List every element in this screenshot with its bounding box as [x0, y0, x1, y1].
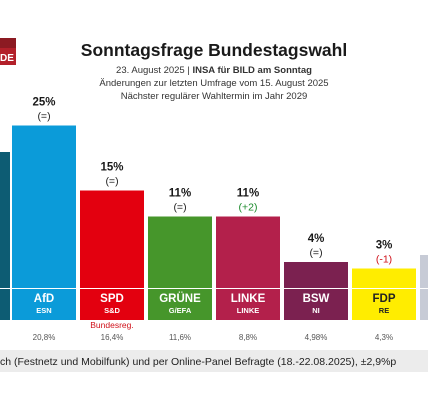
change-label-1: (=) [37, 111, 50, 123]
note-label-2: Bundesreg. [90, 320, 133, 330]
eu-group-4: LINKE [237, 306, 260, 315]
party-name-grüne: GRÜNE [159, 292, 201, 305]
methodology-note: ch (Festnetz und Mobilfunk) und per Onli… [0, 356, 397, 368]
eu-group-2: S&D [104, 306, 120, 315]
value-label-5: 4% [308, 233, 325, 245]
logo-accent [0, 38, 16, 48]
label-band-partial-7 [420, 288, 428, 320]
eu-group-3: G/EFA [169, 306, 192, 315]
party-name-bsw: BSW [303, 293, 330, 305]
label-band-bsw [284, 288, 348, 320]
previous-result-5: 4,98% [305, 333, 328, 342]
eu-group-1: ESN [36, 306, 51, 315]
value-label-6: 3% [376, 240, 393, 252]
label-band-linke [216, 288, 280, 320]
previous-result-3: 11,6% [169, 333, 191, 342]
change-label-3: (=) [173, 202, 186, 214]
label-band-partial-0 [0, 288, 10, 320]
value-label-2: 15% [100, 162, 123, 174]
change-label-6: (-1) [376, 254, 392, 266]
bar-partial-0 [0, 152, 10, 288]
next-election-line: Nächster regulärer Wahltermin im Jahr 20… [120, 91, 308, 102]
eu-group-6: RE [379, 306, 389, 315]
date-line-prefix: 23. August 2025 | [116, 65, 193, 76]
bar-partial-7 [420, 255, 428, 288]
label-band-fdp [352, 288, 416, 320]
change-label-5: (=) [309, 247, 322, 259]
bar-spd [80, 190, 144, 288]
footer-band [0, 350, 428, 372]
top-band [0, 0, 428, 34]
bottom-band [0, 372, 428, 400]
bar-linke [216, 216, 280, 288]
previous-result-1: 20,8% [33, 333, 56, 342]
change-label-4: (+2) [239, 202, 258, 214]
party-name-afd: AfD [34, 293, 54, 305]
logo-text: DE [0, 53, 14, 64]
bar-fdp [352, 268, 416, 288]
previous-result-6: 4,3% [375, 333, 393, 342]
party-name-spd: SPD [100, 293, 124, 305]
eu-group-5: NI [312, 306, 320, 315]
change-label-2: (=) [105, 176, 118, 188]
value-label-1: 25% [32, 97, 55, 109]
label-band-spd [80, 288, 144, 320]
label-band-grüne [148, 288, 212, 320]
change-line: Änderungen zur letzten Umfrage vom 15. A… [99, 78, 329, 89]
bar-bsw [284, 262, 348, 288]
bar-afd [12, 125, 76, 288]
previous-result-4: 8,8% [239, 333, 257, 342]
date-line: 23. August 2025 | INSA für BILD am Sonnt… [0, 65, 428, 77]
party-name-linke: LINKE [231, 293, 266, 305]
pollster-label: INSA für BILD am Sonntag [192, 65, 312, 76]
bar-grüne [148, 216, 212, 288]
previous-result-2: 16,4% [101, 333, 124, 342]
chart-title: Sonntagsfrage Bundestagswahl [80, 40, 348, 60]
label-band-afd [12, 288, 76, 320]
value-label-3: 11% [169, 188, 191, 200]
party-name-fdp: FDP [373, 293, 396, 305]
value-label-4: 11% [237, 188, 259, 200]
